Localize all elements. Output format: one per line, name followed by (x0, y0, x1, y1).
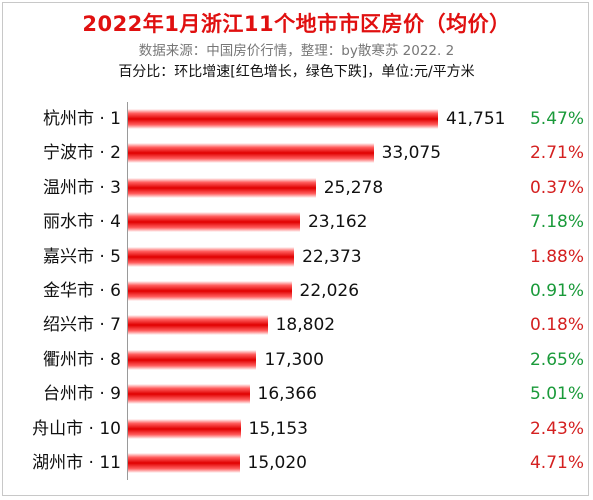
category-label: 湖州市 · 11 (32, 453, 121, 473)
mom-change-label: 2.43% (529, 418, 584, 439)
category-label: 衢州市 · 8 (42, 349, 121, 370)
mom-change-label: 5.47% (529, 109, 584, 129)
bar (128, 212, 300, 233)
mom-change-label: 4.71% (529, 453, 584, 473)
category-label: 绍兴市 · 7 (42, 315, 121, 336)
mom-change-label: 7.18% (529, 212, 584, 233)
bar-row: 台州市 · 9 16,366 5.01% (0, 377, 593, 411)
bar-row: 衢州市 · 8 17,300 2.65% (0, 343, 593, 377)
bar (128, 315, 268, 336)
bar (128, 143, 374, 164)
category-label: 温州市 · 3 (42, 177, 121, 198)
chart-title: 2022年1月浙江11个地市市区房价（均价） (82, 12, 511, 36)
bar-row: 金华市 · 6 22,026 0.91% (0, 274, 593, 308)
bar-row: 湖州市 · 11 15,020 4.71% (0, 446, 593, 480)
category-label: 嘉兴市 · 5 (42, 246, 121, 267)
category-axis-line (127, 102, 128, 480)
bar-row: 宁波市 · 2 33,075 2.71% (0, 136, 593, 170)
bar (128, 109, 438, 129)
mom-change-label: 1.88% (529, 246, 584, 267)
bar (128, 453, 240, 473)
mom-change-label: 2.71% (529, 143, 584, 164)
bar-row: 温州市 · 3 25,278 0.37% (0, 171, 593, 205)
value-label: 41,751 (446, 109, 506, 129)
mom-change-label: 5.01% (529, 384, 584, 405)
chart-frame (2, 2, 589, 496)
bar-row: 嘉兴市 · 5 22,373 1.88% (0, 240, 593, 274)
category-label: 丽水市 · 4 (42, 212, 121, 233)
category-label: 舟山市 · 10 (32, 418, 121, 439)
value-label: 16,366 (257, 384, 317, 405)
mom-change-label: 0.37% (529, 177, 584, 198)
mom-change-label: 0.18% (529, 315, 584, 336)
bar (128, 349, 257, 370)
chart-subtitle: 数据来源：中国房价行情，整理：by散寒苏 2022. 2 (138, 43, 455, 59)
chart-note: 百分比：环比增速[红色增长，绿色下跌]，单位:元/平方米 (118, 64, 475, 80)
category-label: 杭州市 · 1 (42, 109, 121, 129)
value-label: 18,802 (275, 315, 336, 336)
value-label: 17,300 (264, 349, 324, 370)
bar-row: 杭州市 · 1 41,751 5.47% (0, 102, 593, 136)
category-label: 台州市 · 9 (42, 384, 121, 405)
bar-row: 丽水市 · 4 23,162 7.18% (0, 205, 593, 239)
bar (128, 418, 241, 439)
bar (128, 246, 295, 267)
bar-row: 舟山市 · 10 15,153 2.43% (0, 412, 593, 446)
mom-change-label: 0.91% (529, 281, 584, 301)
bar (128, 177, 316, 198)
value-label: 15,153 (248, 418, 308, 439)
value-label: 25,278 (323, 177, 384, 198)
mom-change-label: 2.65% (529, 349, 584, 370)
value-label: 33,075 (381, 143, 442, 164)
bar (128, 384, 250, 405)
category-label: 金华市 · 6 (42, 281, 121, 301)
value-label: 15,020 (247, 453, 307, 473)
category-label: 宁波市 · 2 (42, 143, 121, 164)
value-label: 22,026 (299, 281, 360, 301)
bar-row: 绍兴市 · 7 18,802 0.18% (0, 308, 593, 342)
value-label: 22,373 (302, 246, 362, 267)
bar (128, 281, 292, 301)
value-label: 23,162 (307, 212, 368, 233)
